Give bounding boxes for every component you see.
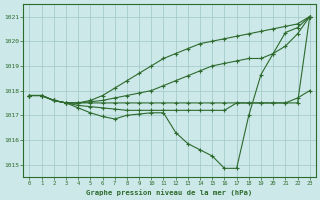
X-axis label: Graphe pression niveau de la mer (hPa): Graphe pression niveau de la mer (hPa): [86, 189, 253, 196]
